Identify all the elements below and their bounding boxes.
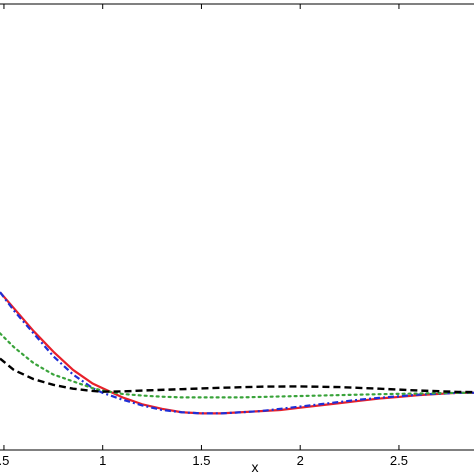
x-tick-label: 1 [99,453,106,468]
series-line-2 [0,291,474,415]
x-tick-label: .5 [0,453,9,468]
ticks-layer: .5 1 1.5 2 2.5 [0,4,408,468]
x-tick-label: 2 [297,453,304,468]
x-tick-label: 1.5 [192,453,210,468]
series-line-4 [0,357,474,394]
series-layer [0,291,474,415]
series-line-3 [0,332,474,399]
x-tick-label: 2.5 [390,453,408,468]
x-axis-label: x [252,459,259,474]
plot-frame [0,3,474,451]
